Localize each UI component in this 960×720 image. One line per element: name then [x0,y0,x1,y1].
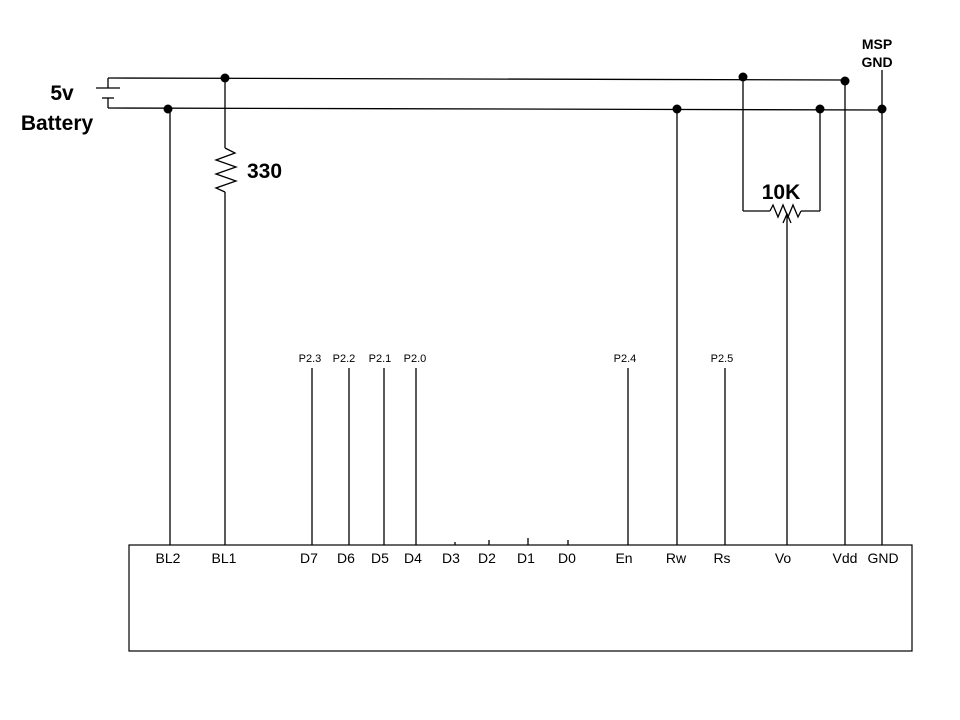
port-label-d7: P2.3 [299,353,322,365]
pin-label-d1: D1 [517,550,535,566]
pin-label-vo: Vo [775,550,792,566]
port-label-d6: P2.2 [333,353,356,365]
potentiometer-10k [742,77,821,545]
potentiometer-value: 10K [762,181,801,204]
ground-rail [107,107,884,111]
pin-label-d4: D4 [404,550,422,566]
pin-label-rw: Rw [666,550,687,566]
msp-gnd-label-line1: MSP [862,36,892,52]
pin-label-vdd: Vdd [833,550,858,566]
resistor-value: 330 [247,160,282,183]
pin-label-bl1: BL1 [212,550,237,566]
port-label-rs: P2.5 [711,353,734,365]
pin-label-d6: D6 [337,550,355,566]
pin-label-rs: Rs [713,550,730,566]
pin-label-bl2: BL2 [156,550,181,566]
pin-label-d3: D3 [442,550,460,566]
port-label-d5: P2.1 [369,353,392,365]
msp-gnd-label-line2: GND [861,54,892,70]
positive-rail [107,77,846,81]
pin-label-d7: D7 [300,550,318,566]
resistor-330 [214,78,238,545]
pin-label-d0: D0 [558,550,576,566]
pin-label-en: En [615,550,632,566]
battery-symbol [96,78,120,108]
pin-label-gnd: GND [867,550,898,566]
battery-voltage-label: 5v [50,82,74,105]
port-label-en: P2.4 [614,353,637,365]
battery-label: Battery [21,112,94,135]
pin-label-d2: D2 [478,550,496,566]
pin-label-d5: D5 [371,550,389,566]
port-label-d4: P2.0 [404,353,427,365]
lcd-module [128,544,913,652]
